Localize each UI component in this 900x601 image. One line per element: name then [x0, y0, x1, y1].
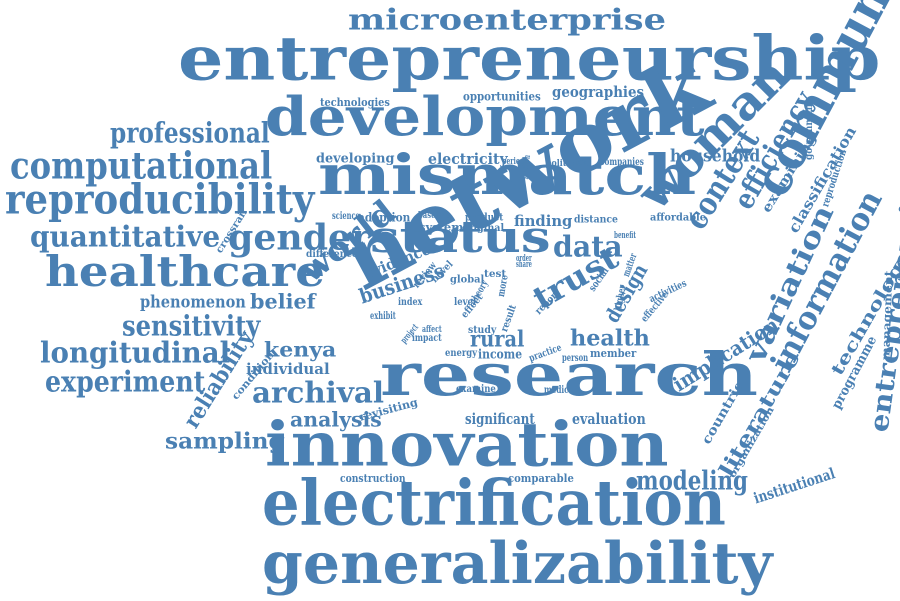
cloud-word-rural: rural: [470, 325, 525, 352]
cloud-word-microenterprise: microenterprise: [348, 2, 667, 37]
cloud-word-health: health: [570, 324, 650, 351]
cloud-word-construction: construction: [340, 472, 406, 485]
cloud-word-developing: developing: [316, 151, 395, 166]
cloud-word-examine: examine: [456, 384, 496, 395]
cloud-word-share: share: [516, 260, 532, 270]
cloud-word-product: product: [465, 211, 504, 224]
cloud-word-affect: affect: [422, 325, 442, 335]
cloud-word-healthcare: healthcare: [45, 246, 325, 296]
cloud-word-management: management: [879, 270, 896, 361]
cloud-word-sampling: sampling: [165, 427, 285, 454]
cloud-word-analysis: analysis: [290, 408, 382, 433]
cloud-word-entrepreneurship: entrepreneurship: [178, 22, 881, 95]
cloud-word-development: development: [265, 85, 705, 149]
cloud-word-sensitivity: sensitivity: [122, 310, 261, 344]
cloud-word-impact: impact: [412, 333, 442, 344]
cloud-word-original: original: [462, 223, 505, 234]
cloud-word-significant: significant: [465, 410, 535, 428]
cloud-word-benefit: benefit: [614, 231, 637, 241]
cloud-word-more: more: [496, 274, 511, 298]
cloud-word-study: study: [468, 325, 497, 336]
cloud-word-evaluation: evaluation: [572, 410, 646, 428]
cloud-word-reproducibility: reproducibility: [5, 176, 315, 224]
cloud-word-companies: companies: [600, 157, 644, 168]
cloud-word-household: household: [670, 146, 761, 166]
cloud-word-generalizability: generalizability: [262, 529, 773, 597]
cloud-word-longitudinal: longitudinal: [40, 335, 231, 370]
cloud-word-person: person: [562, 353, 589, 364]
cloud-word-member: member: [590, 347, 637, 360]
cloud-word-global: global: [450, 273, 485, 286]
cloud-word-innovation: innovation: [265, 408, 669, 481]
cloud-word-belief: belief: [250, 290, 316, 315]
cloud-word-computational: computational: [10, 144, 273, 188]
cloud-word-phenomenon: phenomenon: [140, 292, 246, 312]
cloud-word-difference: difference: [306, 249, 358, 260]
cloud-word-science: science: [332, 211, 360, 222]
cloud-word-government: government: [804, 99, 815, 160]
cloud-word-geographies: geographies: [552, 83, 645, 101]
cloud-word-archival: archival: [252, 375, 385, 410]
cloud-word-electrification: electrification: [262, 466, 726, 541]
cloud-word-modeling: modeling: [636, 465, 748, 496]
cloud-word-kenya: kenya: [264, 338, 337, 363]
cloud-word-institutional: institutional: [751, 464, 838, 508]
cloud-word-quantitative: quantitative: [30, 219, 221, 254]
cloud-word-finding: finding: [514, 212, 573, 230]
cloud-word-professional: professional: [110, 117, 270, 151]
cloud-word-baseline: baseline: [418, 211, 451, 221]
cloud-word-experiment: experiment: [45, 364, 206, 399]
cloud-word-opportunities: opportunities: [463, 90, 541, 105]
cloud-word-medical: medical: [544, 385, 577, 396]
cloud-word-status: status: [370, 211, 551, 263]
cloud-word-index: index: [398, 297, 423, 308]
cloud-word-research: research: [380, 340, 758, 411]
cloud-word-system: system: [419, 221, 464, 234]
cloud-word-energy: energy: [445, 348, 478, 359]
cloud-word-data: data: [553, 229, 623, 264]
cloud-word-order: order: [516, 254, 532, 264]
cloud-word-distance: distance: [574, 213, 618, 226]
cloud-word-level: level: [454, 297, 477, 308]
cloud-word-adoption: adoption: [358, 211, 411, 226]
cloud-word-politician: politician: [546, 159, 588, 169]
cloud-word-affordable: affordable: [650, 211, 706, 224]
cloud-word-gender: gender: [228, 216, 371, 259]
cloud-word-exhibit: exhibit: [370, 311, 396, 322]
cloud-word-individual: individual: [246, 360, 330, 378]
cloud-word-electricity: electricity: [428, 150, 508, 168]
cloud-word-mismatch: mismatch: [318, 143, 697, 208]
cloud-word-technologies: technologies: [320, 96, 390, 109]
cloud-word-test: test: [484, 269, 507, 280]
cloud-word-comparable: comparable: [508, 472, 574, 485]
cloud-word-period: period: [502, 157, 525, 167]
cloud-word-income: income: [478, 347, 523, 362]
